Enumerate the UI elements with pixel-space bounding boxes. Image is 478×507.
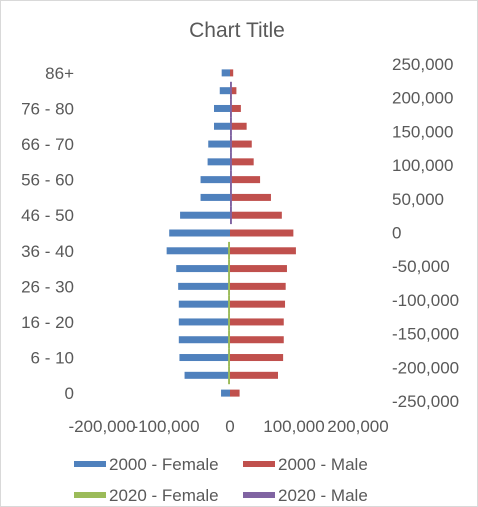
bar-2000-male-7 [230, 265, 287, 273]
secondary-y-tick-label: 200,000 [392, 89, 453, 108]
legend-label-2000-female: 2000 - Female [109, 455, 219, 474]
bar-2000-female-12 [200, 176, 230, 184]
bar-2000-female-13 [207, 158, 230, 166]
bar-2000-male-8 [230, 247, 296, 255]
y-tick-label: 46 - 50 [21, 206, 74, 225]
x-tick-label: 0 [225, 417, 234, 436]
chart-title: Chart Title [189, 19, 285, 42]
y-tick-label: 86+ [45, 64, 74, 83]
secondary-y-tick-label: -150,000 [392, 325, 459, 344]
bar-2020-male-13 [230, 152, 232, 171]
bar-2020-male-14 [230, 135, 232, 153]
bar-2000-male-12 [230, 176, 261, 184]
bar-2000-female-7 [176, 265, 230, 273]
legend-label-2020-female: 2020 - Female [109, 486, 219, 505]
bar-2020-male-10 [230, 206, 232, 225]
bar-2000-female-8 [166, 247, 230, 255]
bar-2000-female-17 [219, 87, 230, 95]
bar-2020-female-7 [228, 259, 230, 278]
bar-2020-female-2 [228, 348, 230, 367]
legend-label-2000-male: 2000 - Male [278, 455, 368, 474]
bar-2000-male-17 [230, 87, 237, 95]
secondary-y-tick-label: 250,000 [392, 55, 453, 74]
bar-2000-male-10 [230, 211, 282, 219]
x-tick-label: -100,000 [132, 417, 199, 436]
secondary-y-tick-label: 50,000 [392, 190, 444, 209]
bar-2020-female-4 [228, 313, 230, 331]
legend-swatch-2000-male [243, 461, 275, 467]
secondary-y-tick-label: 150,000 [392, 122, 453, 141]
legend-swatch-2020-male [243, 492, 275, 498]
bar-2000-female-11 [200, 193, 230, 201]
bar-2000-female-14 [208, 140, 230, 148]
bar-2000-female-3 [178, 336, 230, 344]
y-tick-label: 6 - 10 [31, 349, 74, 368]
y-tick-label: 36 - 40 [21, 242, 74, 261]
x-tick-label: 100,000 [263, 417, 324, 436]
bar-2020-female-5 [228, 295, 230, 314]
bar-2020-male-17 [230, 81, 232, 100]
legend-label-2020-male: 2020 - Male [278, 486, 368, 505]
secondary-y-tick-label: -50,000 [392, 257, 450, 276]
legend: 2000 - Female 2000 - Male 2020 - Female 202… [74, 455, 368, 505]
bar-2000-male-18 [230, 69, 234, 77]
bar-2000-male-1 [230, 371, 278, 379]
secondary-y-tick-label: -200,000 [392, 358, 459, 377]
secondary-y-tick-label: -100,000 [392, 291, 459, 310]
x-tick-label: 200,000 [327, 417, 388, 436]
bar-2000-male-16 [230, 104, 241, 112]
bar-2000-female-5 [178, 300, 230, 308]
bar-2020-female-8 [228, 241, 230, 260]
bar-2000-male-15 [230, 122, 247, 130]
y-tick-label: 66 - 70 [21, 135, 74, 154]
bar-2000-female-16 [214, 104, 230, 112]
bar-2000-male-4 [230, 318, 284, 326]
bar-2020-female-6 [228, 277, 230, 296]
bar-2000-male-5 [230, 300, 286, 308]
bar-2000-male-3 [230, 336, 284, 344]
secondary-y-tick-label: 100,000 [392, 156, 453, 175]
bar-2000-male-0 [230, 389, 240, 397]
bars-layer [166, 69, 296, 397]
x-tick-label: -200,000 [68, 417, 135, 436]
bar-2020-male-15 [230, 117, 232, 136]
bar-2020-female-1 [228, 366, 230, 385]
bar-2000-female-4 [178, 318, 230, 326]
bar-2020-female-3 [228, 330, 230, 349]
bar-2000-female-18 [221, 69, 230, 77]
secondary-y-axis-tick-labels: 250,000 200,000 150,000 100,000 50,000 0 -50,0… [392, 55, 459, 411]
y-tick-label: 76 - 80 [21, 99, 74, 118]
x-axis-tick-labels: -200,000-100,000 0 100,000 200,000 [68, 417, 388, 436]
legend-swatch-2000-female [74, 461, 106, 467]
bar-2020-male-16 [230, 99, 232, 118]
bar-2000-female-15 [214, 122, 230, 130]
y-tick-label: 56 - 60 [21, 171, 74, 190]
bar-2000-female-0 [221, 389, 230, 397]
y-tick-label: 16 - 20 [21, 313, 74, 332]
bar-2000-male-2 [230, 354, 284, 362]
y-tick-label: 0 [65, 384, 74, 403]
bar-2000-male-13 [230, 158, 254, 166]
bar-2000-male-14 [230, 140, 252, 148]
y-axis-tick-labels: 0 6 - 10 16 - 20 26 - 30 36 - 40 46 - 50 56 - … [21, 64, 74, 403]
bar-2000-female-9 [169, 229, 230, 237]
bar-2000-female-10 [180, 211, 230, 219]
bar-2000-male-11 [230, 193, 271, 201]
y-tick-label: 26 - 30 [21, 277, 74, 296]
bar-2020-male-11 [230, 188, 232, 207]
secondary-y-tick-label: -250,000 [392, 392, 459, 411]
bar-2020-male-12 [230, 170, 232, 189]
bar-2000-male-6 [230, 282, 286, 290]
bar-2000-female-1 [184, 371, 230, 379]
bar-2000-female-6 [178, 282, 230, 290]
bar-2000-female-2 [179, 354, 230, 362]
bar-2000-male-9 [230, 229, 294, 237]
legend-swatch-2020-female [74, 492, 106, 498]
secondary-y-tick-label: 0 [392, 224, 401, 243]
